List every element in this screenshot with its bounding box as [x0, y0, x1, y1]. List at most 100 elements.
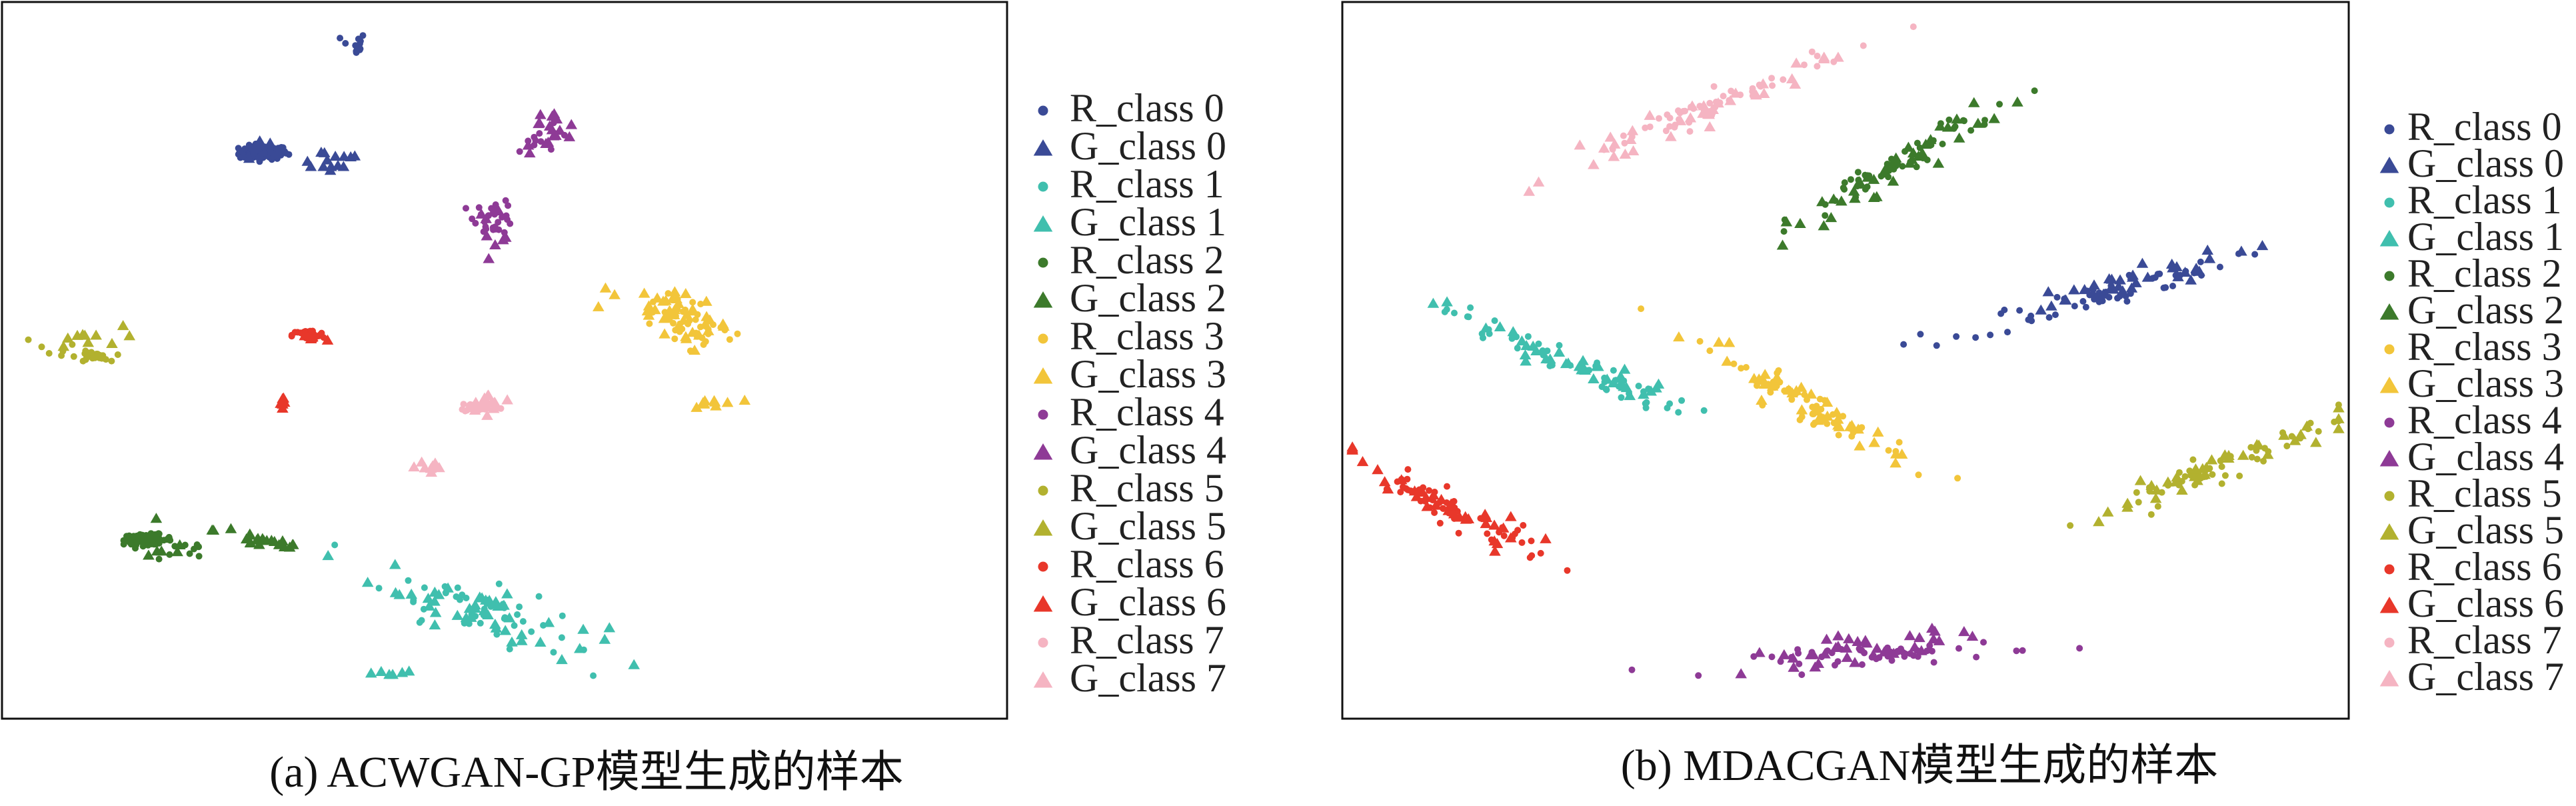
- data-point-r-class-4: [2076, 645, 2083, 652]
- legend-marker-g-class-6: [2379, 596, 2399, 613]
- data-point-r-class-1: [1675, 409, 1682, 416]
- data-point-g-class-0: [2112, 281, 2125, 291]
- data-point-r-class-2: [1996, 101, 2003, 108]
- data-point-g-class-6: [1540, 533, 1552, 543]
- legend-label-r-class-6: R_class 6: [1070, 542, 1224, 586]
- data-point-g-class-3: [686, 327, 698, 337]
- legend-label-g-class-6: G_class 6: [1070, 580, 1226, 624]
- legend-marker-r-class-1: [2384, 197, 2395, 208]
- legend-marker-r-class-7: [2384, 637, 2395, 648]
- scatter-points-a: [25, 32, 751, 679]
- data-point-g-class-0: [2091, 290, 2103, 301]
- data-point-r-class-7: [1728, 87, 1735, 95]
- data-point-g-class-0: [2068, 284, 2080, 295]
- data-point-g-class-1: [499, 625, 512, 635]
- data-point-g-class-5: [79, 329, 91, 340]
- legend-marker-r-class-1: [1038, 181, 1048, 192]
- data-point-g-class-5: [2222, 452, 2235, 463]
- legend-label-g-class-7: G_class 7: [1070, 656, 1226, 700]
- data-point-g-class-2: [1780, 216, 1793, 227]
- data-point-g-class-3: [680, 309, 693, 319]
- data-point-g-class-4: [542, 136, 555, 147]
- data-point-r-class-7: [1814, 63, 1821, 70]
- data-point-g-class-5: [2171, 471, 2183, 482]
- data-point-g-class-6: [277, 393, 289, 403]
- data-point-g-class-2: [265, 535, 278, 545]
- data-point-r-class-0: [257, 153, 264, 161]
- data-point-g-class-2: [244, 528, 256, 539]
- data-point-g-class-5: [2145, 479, 2157, 490]
- legend-label-r-class-5: R_class 5: [1070, 466, 1224, 510]
- data-point-g-class-6: [1382, 483, 1394, 494]
- data-point-r-class-4: [516, 148, 523, 155]
- data-point-g-class-7: [1724, 95, 1737, 105]
- data-point-r-class-5: [2218, 480, 2225, 487]
- data-point-g-class-1: [1480, 322, 1492, 333]
- legend-marker-r-class-3: [1038, 333, 1048, 344]
- data-point-r-class-1: [528, 628, 535, 635]
- scatter-points-b: [1346, 23, 2345, 679]
- data-point-g-class-3: [1748, 373, 1760, 383]
- data-point-r-class-7: [1675, 107, 1682, 114]
- data-point-g-class-4: [535, 109, 547, 119]
- legend-label-g-class-2: G_class 2: [2407, 288, 2564, 332]
- legend-marker-r-class-4: [1038, 409, 1048, 420]
- plot-frame-a: [1, 1, 1008, 720]
- data-point-g-class-1: [393, 589, 406, 599]
- data-point-r-class-5: [45, 350, 53, 357]
- data-point-g-class-1: [1601, 373, 1614, 384]
- data-point-g-class-1: [1592, 361, 1604, 371]
- data-point-g-class-7: [1712, 97, 1724, 108]
- data-point-g-class-3: [1832, 419, 1844, 430]
- legend-marker-g-class-0: [2379, 156, 2399, 173]
- data-point-g-class-5: [2295, 429, 2307, 439]
- data-point-r-class-4: [1910, 652, 1917, 659]
- data-point-g-class-3: [710, 400, 722, 411]
- data-point-g-class-7: [1697, 107, 1709, 118]
- data-point-r-class-7: [1720, 93, 1727, 100]
- data-point-g-class-1: [1579, 364, 1591, 375]
- data-point-g-class-7: [1704, 121, 1716, 132]
- data-point-g-class-3: [1872, 426, 1884, 437]
- data-point-g-class-0: [2114, 274, 2126, 285]
- data-point-g-class-7: [1832, 51, 1844, 62]
- data-point-g-class-3: [702, 325, 714, 335]
- data-point-g-class-4: [1909, 641, 1921, 652]
- data-point-r-class-7: [1664, 111, 1671, 119]
- data-point-g-class-1: [1652, 378, 1665, 389]
- data-point-r-class-3: [692, 316, 699, 323]
- data-point-g-class-2: [1794, 217, 1806, 228]
- data-point-g-class-3: [643, 300, 655, 311]
- data-point-g-class-6: [1416, 486, 1429, 497]
- data-point-g-class-3: [1782, 384, 1795, 395]
- data-point-g-class-2: [1776, 239, 1789, 250]
- data-point-g-class-2: [1953, 132, 1965, 143]
- data-point-g-class-6: [1378, 476, 1391, 487]
- data-point-g-class-5: [2309, 437, 2322, 447]
- data-point-g-class-2: [1828, 193, 1840, 204]
- data-point-r-class-5: [2189, 456, 2197, 463]
- data-point-g-class-7: [1626, 125, 1639, 135]
- legend-label-g-class-1: G_class 1: [1070, 200, 1226, 244]
- data-point-r-class-3: [1788, 396, 1796, 403]
- data-point-r-class-6: [1520, 522, 1527, 529]
- data-point-r-class-7: [1646, 123, 1654, 131]
- data-point-g-class-3: [638, 287, 650, 298]
- data-point-g-class-3: [672, 321, 684, 331]
- data-point-r-class-1: [493, 631, 501, 638]
- data-point-r-class-6: [1514, 527, 1522, 534]
- legend-label-g-class-2: G_class 2: [1070, 276, 1226, 320]
- data-point-g-class-3: [680, 333, 692, 343]
- legend-marker-g-class-3: [1033, 367, 1053, 384]
- data-point-g-class-3: [699, 319, 711, 329]
- data-point-g-class-7: [1686, 100, 1698, 111]
- data-point-g-class-1: [429, 619, 441, 630]
- data-point-g-class-4: [1852, 635, 1864, 647]
- data-point-r-class-0: [1972, 334, 1979, 341]
- data-point-g-class-2: [1868, 173, 1880, 184]
- data-point-r-class-5: [25, 336, 32, 343]
- data-point-r-class-1: [459, 591, 466, 599]
- data-point-r-class-0: [342, 40, 349, 47]
- data-point-g-class-6: [1428, 489, 1440, 500]
- legend-marker-r-class-3: [2384, 344, 2395, 355]
